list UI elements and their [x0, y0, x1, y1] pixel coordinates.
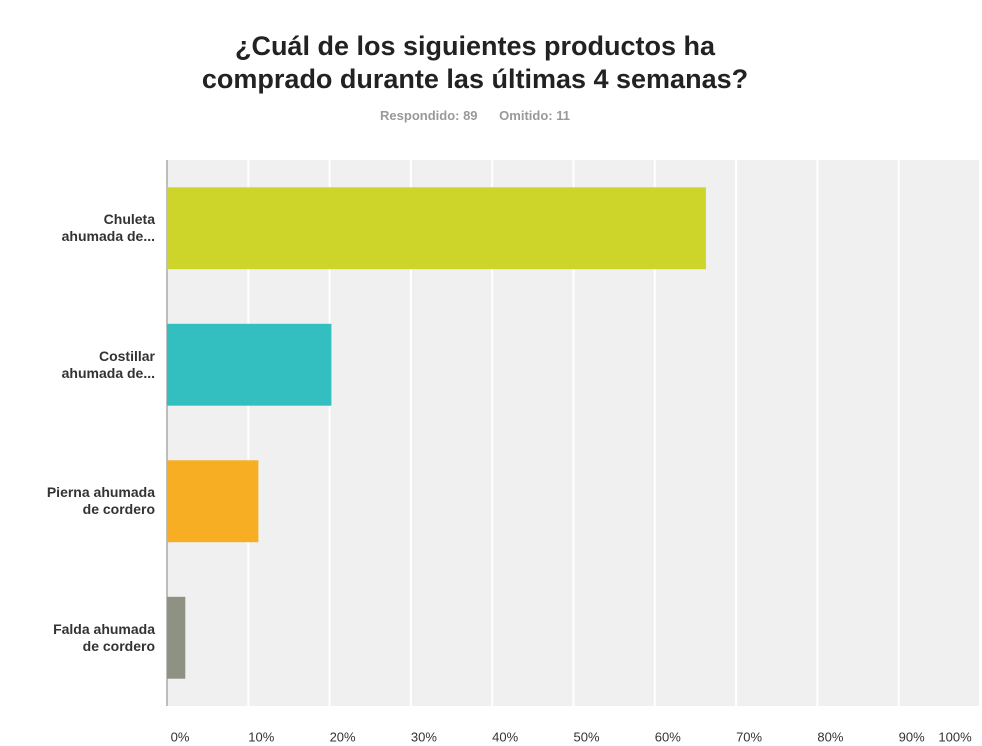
- category-label: Falda ahumada de cordero: [53, 620, 155, 654]
- bar: [167, 187, 706, 270]
- x-tick-label: 60%: [655, 729, 681, 744]
- chart-title: ¿Cuál de los siguientes productos ha com…: [201, 31, 749, 94]
- x-tick-label: 100%: [938, 729, 972, 744]
- skipped-count: Omitido: 11: [499, 108, 570, 123]
- bar: [167, 596, 186, 679]
- subtitle: Respondido: 89 Omitido: 11: [0, 108, 950, 123]
- answered-count: Respondido: 89: [380, 108, 478, 123]
- bar: [167, 323, 332, 406]
- x-tick-label: 30%: [411, 729, 437, 744]
- x-tick-label: 10%: [248, 729, 274, 744]
- x-tick-label: 40%: [492, 729, 518, 744]
- category-label: Chuleta ahumada de...: [61, 211, 155, 245]
- x-tick-label: 0%: [171, 729, 190, 744]
- x-tick-label: 20%: [330, 729, 356, 744]
- category-label: Costillar ahumada de...: [61, 347, 155, 381]
- bar: [167, 460, 259, 543]
- x-tick-label: 80%: [817, 729, 843, 744]
- x-tick-label: 50%: [573, 729, 599, 744]
- x-tick-label: 90%: [899, 729, 925, 744]
- category-label: Pierna ahumada de cordero: [46, 484, 155, 518]
- x-tick-label: 70%: [736, 729, 762, 744]
